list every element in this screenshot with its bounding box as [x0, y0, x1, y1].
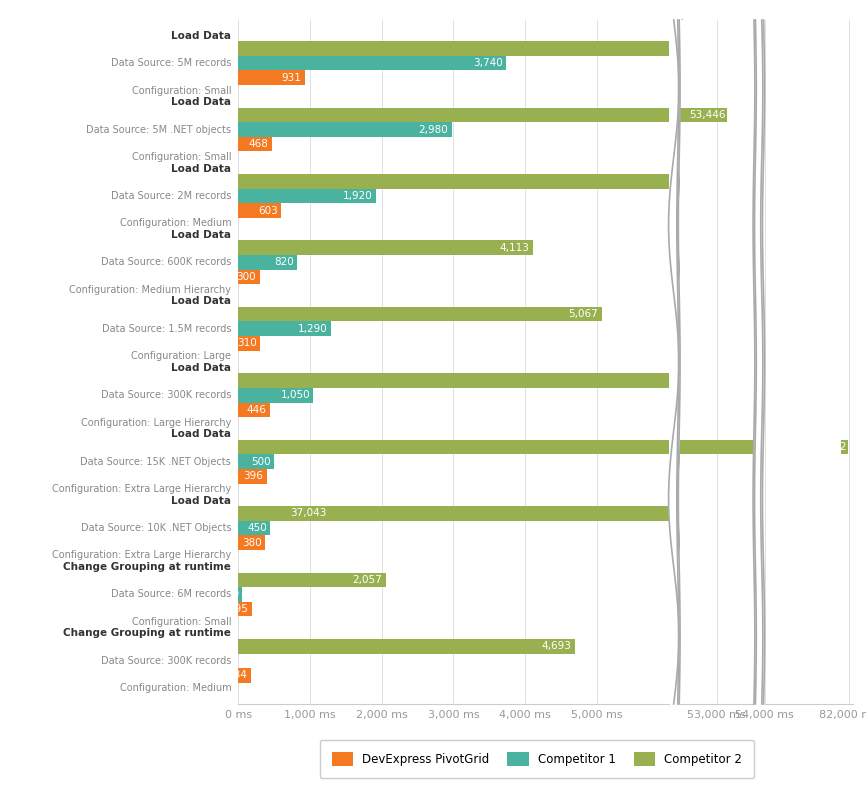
Bar: [238, 573, 385, 587]
Bar: [238, 203, 281, 218]
Bar: [238, 137, 272, 151]
Text: Load Data: Load Data: [171, 97, 231, 107]
Text: 3,740: 3,740: [473, 58, 503, 68]
Bar: [238, 587, 242, 602]
Text: Configuration: Small: Configuration: Small: [132, 617, 231, 627]
Bar: [238, 174, 669, 189]
Bar: [238, 602, 252, 616]
Text: Data Source: 600K records: Data Source: 600K records: [100, 258, 231, 267]
Text: 2,980: 2,980: [419, 125, 449, 134]
Bar: [680, 108, 727, 122]
Text: Load Data: Load Data: [171, 496, 231, 506]
Text: 820: 820: [274, 258, 294, 267]
Text: Configuration: Medium Hierarchy: Configuration: Medium Hierarchy: [69, 285, 231, 294]
Text: Load Data: Load Data: [171, 30, 231, 41]
Text: 931: 931: [281, 73, 301, 82]
Bar: [238, 122, 452, 137]
Text: Load Data: Load Data: [171, 163, 231, 174]
Bar: [238, 388, 313, 402]
Bar: [238, 70, 305, 85]
Text: 1,050: 1,050: [281, 390, 310, 400]
Bar: [238, 454, 274, 469]
Text: Configuration: Large: Configuration: Large: [132, 351, 231, 361]
Text: 500: 500: [251, 457, 270, 466]
Bar: [238, 56, 507, 70]
Text: 195: 195: [229, 604, 249, 614]
Bar: [238, 402, 270, 417]
Text: 4,693: 4,693: [541, 642, 572, 651]
Bar: [841, 440, 848, 454]
Text: 446: 446: [247, 405, 267, 415]
Bar: [680, 440, 753, 454]
Text: Configuration: Small: Configuration: Small: [132, 152, 231, 162]
Text: 2,057: 2,057: [352, 575, 382, 585]
Text: Load Data: Load Data: [171, 296, 231, 306]
Bar: [238, 336, 261, 350]
Text: Data Source: 300K records: Data Source: 300K records: [100, 390, 231, 400]
Bar: [238, 307, 602, 322]
Text: 1,290: 1,290: [298, 324, 327, 334]
Text: Data Source: 5M .NET objects: Data Source: 5M .NET objects: [87, 125, 231, 134]
Text: 60: 60: [226, 590, 239, 599]
Text: Change Grouping at runtime: Change Grouping at runtime: [63, 562, 231, 572]
Bar: [238, 469, 267, 483]
Bar: [238, 108, 669, 122]
Text: Data Source: 10K .NET Objects: Data Source: 10K .NET Objects: [81, 523, 231, 533]
Bar: [238, 322, 331, 336]
Text: Load Data: Load Data: [171, 363, 231, 373]
Text: Configuration: Small: Configuration: Small: [132, 86, 231, 95]
Bar: [238, 374, 669, 388]
Text: 4,113: 4,113: [500, 242, 530, 253]
Bar: [238, 440, 669, 454]
Text: Data Source: 6M records: Data Source: 6M records: [111, 590, 231, 599]
Text: 380: 380: [242, 538, 262, 548]
Bar: [238, 241, 533, 255]
Bar: [238, 189, 376, 203]
Text: 310: 310: [237, 338, 257, 349]
Text: Data Source: 1.5M records: Data Source: 1.5M records: [101, 324, 231, 334]
Text: Configuration: Medium: Configuration: Medium: [120, 683, 231, 694]
Bar: [238, 506, 669, 521]
Text: 396: 396: [243, 471, 263, 482]
Text: 300: 300: [236, 272, 256, 282]
Bar: [238, 255, 297, 270]
Text: 53,446: 53,446: [688, 110, 725, 120]
Text: Configuration: Extra Large Hierarchy: Configuration: Extra Large Hierarchy: [52, 550, 231, 561]
Legend: DevExpress PivotGrid, Competitor 1, Competitor 2: DevExpress PivotGrid, Competitor 1, Comp…: [320, 740, 754, 778]
Bar: [238, 639, 575, 654]
Text: Data Source: 5M records: Data Source: 5M records: [111, 58, 231, 68]
Text: 81,662: 81,662: [811, 442, 847, 452]
Text: Load Data: Load Data: [171, 430, 231, 439]
Bar: [238, 535, 265, 550]
Text: 603: 603: [258, 206, 278, 215]
Text: 450: 450: [247, 523, 267, 533]
Text: 468: 468: [249, 139, 268, 149]
Bar: [238, 270, 260, 284]
Text: 1,920: 1,920: [343, 191, 372, 201]
Bar: [238, 668, 251, 682]
Text: Configuration: Extra Large Hierarchy: Configuration: Extra Large Hierarchy: [52, 484, 231, 494]
Text: Load Data: Load Data: [171, 230, 231, 240]
Text: Configuration: Medium: Configuration: Medium: [120, 218, 231, 228]
Text: Configuration: Large Hierarchy: Configuration: Large Hierarchy: [81, 418, 231, 428]
Bar: [238, 42, 669, 56]
Text: Data Source: 2M records: Data Source: 2M records: [111, 191, 231, 201]
Text: Data Source: 15K .NET Objects: Data Source: 15K .NET Objects: [81, 457, 231, 466]
Text: 184: 184: [228, 670, 248, 681]
Text: Change Grouping at runtime: Change Grouping at runtime: [63, 629, 231, 638]
Text: Data Source: 300K records: Data Source: 300K records: [100, 656, 231, 666]
Text: 37,043: 37,043: [289, 509, 326, 518]
Bar: [238, 521, 270, 535]
Text: 5,067: 5,067: [568, 309, 598, 319]
